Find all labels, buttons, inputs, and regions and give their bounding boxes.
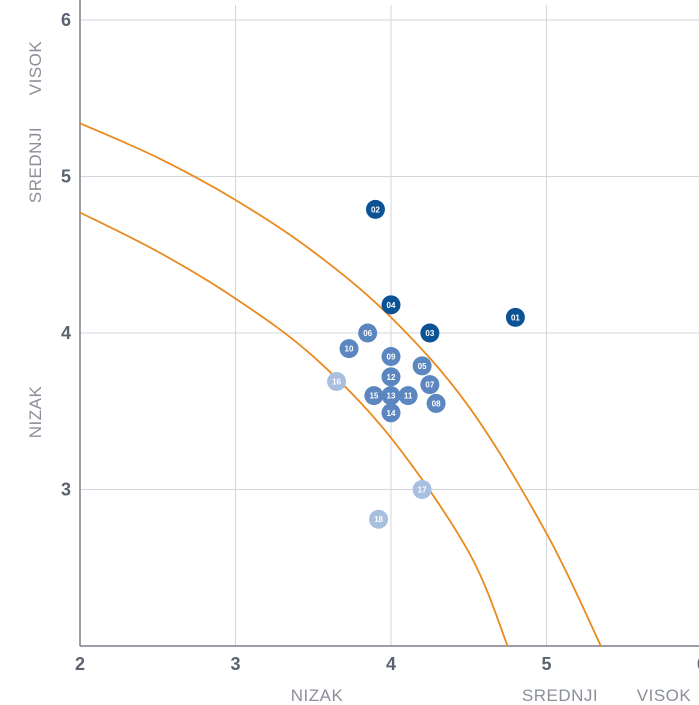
data-point-label: 16 xyxy=(332,378,341,387)
data-point-label: 01 xyxy=(511,313,520,322)
data-point-01[interactable]: 01 xyxy=(505,307,525,327)
data-point-06[interactable]: 06 xyxy=(358,323,378,343)
x-tick-label: 4 xyxy=(386,654,396,674)
y-tick-label: 4 xyxy=(61,323,71,343)
data-point-label: 17 xyxy=(418,486,427,495)
x-tick-label: 3 xyxy=(230,654,240,674)
data-point-label: 14 xyxy=(387,409,396,418)
data-point-marker xyxy=(381,403,401,423)
y-tick-label: 3 xyxy=(61,480,71,500)
data-point-18[interactable]: 18 xyxy=(369,509,389,529)
data-point-03[interactable]: 03 xyxy=(420,323,440,343)
data-point-17[interactable]: 17 xyxy=(412,480,432,499)
data-point-10[interactable]: 10 xyxy=(339,339,359,359)
x-band-label-nizak: NIZAK xyxy=(291,686,344,705)
data-point-15[interactable]: 15 xyxy=(364,386,384,406)
data-point-label: 02 xyxy=(371,205,380,214)
threshold-curves xyxy=(79,122,602,647)
data-point-05[interactable]: 05 xyxy=(412,356,432,376)
data-point-09[interactable]: 09 xyxy=(381,346,401,366)
data-point-marker xyxy=(339,339,359,359)
x-band-label-srednji: SREDNJI xyxy=(522,686,598,705)
data-point-label: 10 xyxy=(345,345,354,354)
threshold-curve-1 xyxy=(79,211,509,647)
data-point-marker xyxy=(358,323,378,343)
data-point-marker xyxy=(327,372,347,392)
data-point-label: 04 xyxy=(387,301,396,310)
data-point-marker xyxy=(505,307,525,327)
y-band-label-srednji: SREDNJI xyxy=(26,127,45,203)
data-point-04[interactable]: 04 xyxy=(381,295,401,315)
data-point-marker xyxy=(381,346,401,366)
data-point-label: 05 xyxy=(418,362,427,371)
threshold-curve-2 xyxy=(79,122,602,647)
data-points: 01 02 03 04 05 06 07 08 09 10 11 12 13 14 15 16 17 18 xyxy=(327,199,525,529)
y-tick-label: 6 xyxy=(61,10,71,30)
data-point-label: 15 xyxy=(369,392,378,401)
data-point-label: 18 xyxy=(374,515,383,524)
x-tick-label: 6 xyxy=(697,654,699,674)
data-point-marker xyxy=(365,199,385,219)
data-point-label: 12 xyxy=(387,373,396,382)
x-tick-label: 5 xyxy=(541,654,551,674)
data-point-13[interactable]: 13 xyxy=(381,386,401,406)
data-point-label: 06 xyxy=(363,329,372,338)
data-point-label: 13 xyxy=(387,392,396,401)
data-point-marker xyxy=(426,393,446,413)
data-point-08[interactable]: 08 xyxy=(426,393,446,413)
data-point-label: 03 xyxy=(425,329,434,338)
data-point-11[interactable]: 11 xyxy=(398,386,418,406)
data-point-07[interactable]: 07 xyxy=(420,375,440,395)
y-tick-label: 5 xyxy=(61,167,71,187)
tick-labels: 2 3 4 5 6 3 4 5 6 xyxy=(61,10,699,674)
x-tick-label: 2 xyxy=(75,654,85,674)
x-band-label-visok: VISOK xyxy=(637,686,692,705)
data-point-marker xyxy=(398,386,418,406)
data-point-marker xyxy=(381,367,401,387)
data-point-marker xyxy=(381,295,401,315)
data-point-marker xyxy=(420,375,440,395)
data-point-marker xyxy=(369,509,389,529)
data-point-16[interactable]: 16 xyxy=(327,372,347,392)
data-point-marker xyxy=(364,386,384,406)
data-point-label: 11 xyxy=(404,392,413,401)
data-point-14[interactable]: 14 xyxy=(381,403,401,423)
y-band-label-visok: VISOK xyxy=(26,41,45,96)
data-point-marker xyxy=(412,480,432,499)
data-point-label: 07 xyxy=(425,381,434,390)
data-point-marker xyxy=(381,386,401,406)
y-band-label-nizak: NIZAK xyxy=(26,386,45,439)
data-point-label: 08 xyxy=(432,399,441,408)
data-point-marker xyxy=(420,323,440,343)
data-point-label: 09 xyxy=(387,352,396,361)
data-point-marker xyxy=(412,356,432,376)
grid xyxy=(80,5,699,646)
band-labels: NIZAK SREDNJI VISOK NIZAK SREDNJI VISOK xyxy=(26,41,691,705)
data-point-12[interactable]: 12 xyxy=(381,367,401,387)
axes xyxy=(79,0,699,647)
data-point-02[interactable]: 02 xyxy=(365,199,385,219)
